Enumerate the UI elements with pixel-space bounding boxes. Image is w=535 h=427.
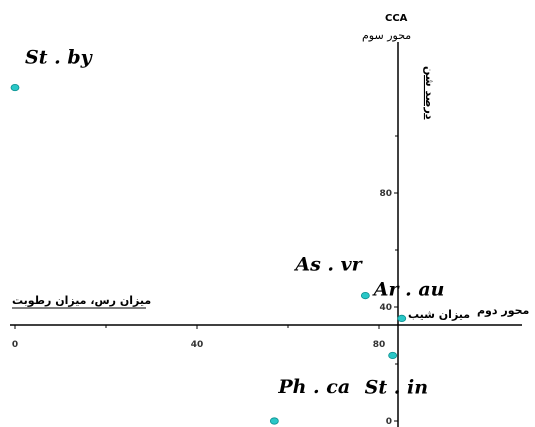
x-tick-label: 40 bbox=[191, 340, 204, 350]
axis-top-sublabel: محور سوم bbox=[362, 29, 411, 42]
species-point bbox=[397, 314, 407, 322]
species-point bbox=[10, 83, 20, 92]
vector-horizontal-left-label: میزان رس، میزان رطوبت bbox=[12, 294, 151, 307]
y-tick-label: 40 bbox=[379, 303, 392, 313]
x-tick-label: 80 bbox=[373, 340, 386, 350]
species-point bbox=[360, 291, 370, 300]
x-tick-label: 0 bbox=[12, 340, 18, 350]
species-label: Ph . ca bbox=[277, 376, 350, 398]
species-point-group: St . by bbox=[10, 47, 94, 92]
species-point-group: St . in bbox=[365, 351, 428, 398]
vector-horizontal-right-label: میزان شیب bbox=[408, 308, 470, 321]
species-point-group: As . vr bbox=[293, 254, 370, 300]
species-label: As . vr bbox=[293, 254, 363, 276]
species-label: St . in bbox=[365, 376, 428, 398]
species-point-group: Ar . au bbox=[372, 278, 445, 322]
species-label: Ar . au bbox=[372, 278, 445, 300]
y-tick-label: 80 bbox=[379, 189, 392, 199]
axis-top-label: CCA bbox=[385, 13, 408, 24]
y-tick-label: 0 bbox=[386, 417, 392, 427]
axis-right-label: محور دوم bbox=[477, 304, 529, 317]
vector-vertical-label: درصد شن bbox=[423, 66, 436, 120]
species-label: St . by bbox=[25, 47, 94, 69]
species-point bbox=[388, 351, 398, 360]
species-point-group: Ph . ca bbox=[269, 376, 350, 425]
species-point bbox=[269, 417, 279, 425]
